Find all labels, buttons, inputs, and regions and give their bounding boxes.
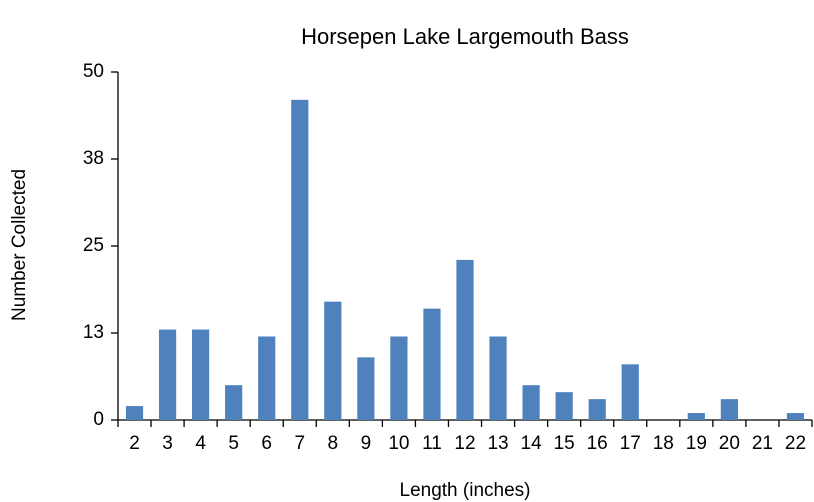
x-tick-label: 12: [454, 433, 475, 454]
y-tick-label: 0: [93, 409, 104, 430]
bar: [489, 336, 507, 420]
bar: [456, 259, 474, 420]
x-tick-label: 5: [228, 433, 239, 454]
bar: [555, 392, 573, 420]
x-tick-label: 14: [521, 433, 543, 454]
x-tick-label: 22: [785, 433, 806, 454]
x-tick-label: 16: [587, 433, 608, 454]
y-tick-label: 38: [83, 148, 104, 169]
bar: [687, 413, 705, 420]
y-tick-label: 25: [83, 235, 104, 256]
x-tick-label: 8: [328, 433, 339, 454]
bar: [390, 336, 408, 420]
x-tick-label: 11: [422, 433, 442, 454]
x-tick-label: 10: [388, 433, 409, 454]
bar: [786, 413, 805, 420]
x-tick-label: 15: [554, 433, 575, 454]
bar: [720, 399, 738, 420]
bar: [588, 399, 606, 420]
bar: [258, 336, 276, 420]
bar: [423, 308, 441, 420]
x-tick-label: 13: [487, 433, 508, 454]
bar: [522, 385, 540, 420]
x-tick-label: 9: [361, 433, 372, 454]
x-tick-label: 21: [752, 433, 773, 454]
bar: [125, 406, 144, 420]
x-tick-label: 4: [195, 433, 206, 454]
x-tick-label: 19: [686, 433, 707, 454]
x-tick-label: 20: [719, 433, 740, 454]
x-tick-label: 6: [261, 433, 272, 454]
x-tick-label: 17: [620, 433, 641, 454]
x-tick-label: 18: [653, 433, 674, 454]
bar: [357, 357, 375, 420]
bar: [192, 329, 210, 420]
bar: [324, 301, 342, 420]
y-axis-title: Number Collected: [9, 169, 30, 321]
x-tick-label: 7: [294, 433, 305, 454]
bar: [225, 385, 243, 420]
bar: [621, 364, 639, 420]
bar: [291, 99, 309, 420]
bar: [158, 329, 177, 420]
x-tick-label: 2: [129, 433, 140, 454]
y-tick-label: 13: [83, 322, 104, 343]
x-tick-label: 3: [162, 433, 173, 454]
y-tick-label: 50: [83, 61, 104, 82]
chart-title: Horsepen Lake Largemouth Bass: [301, 24, 629, 49]
x-axis-title: Length (inches): [400, 480, 531, 501]
